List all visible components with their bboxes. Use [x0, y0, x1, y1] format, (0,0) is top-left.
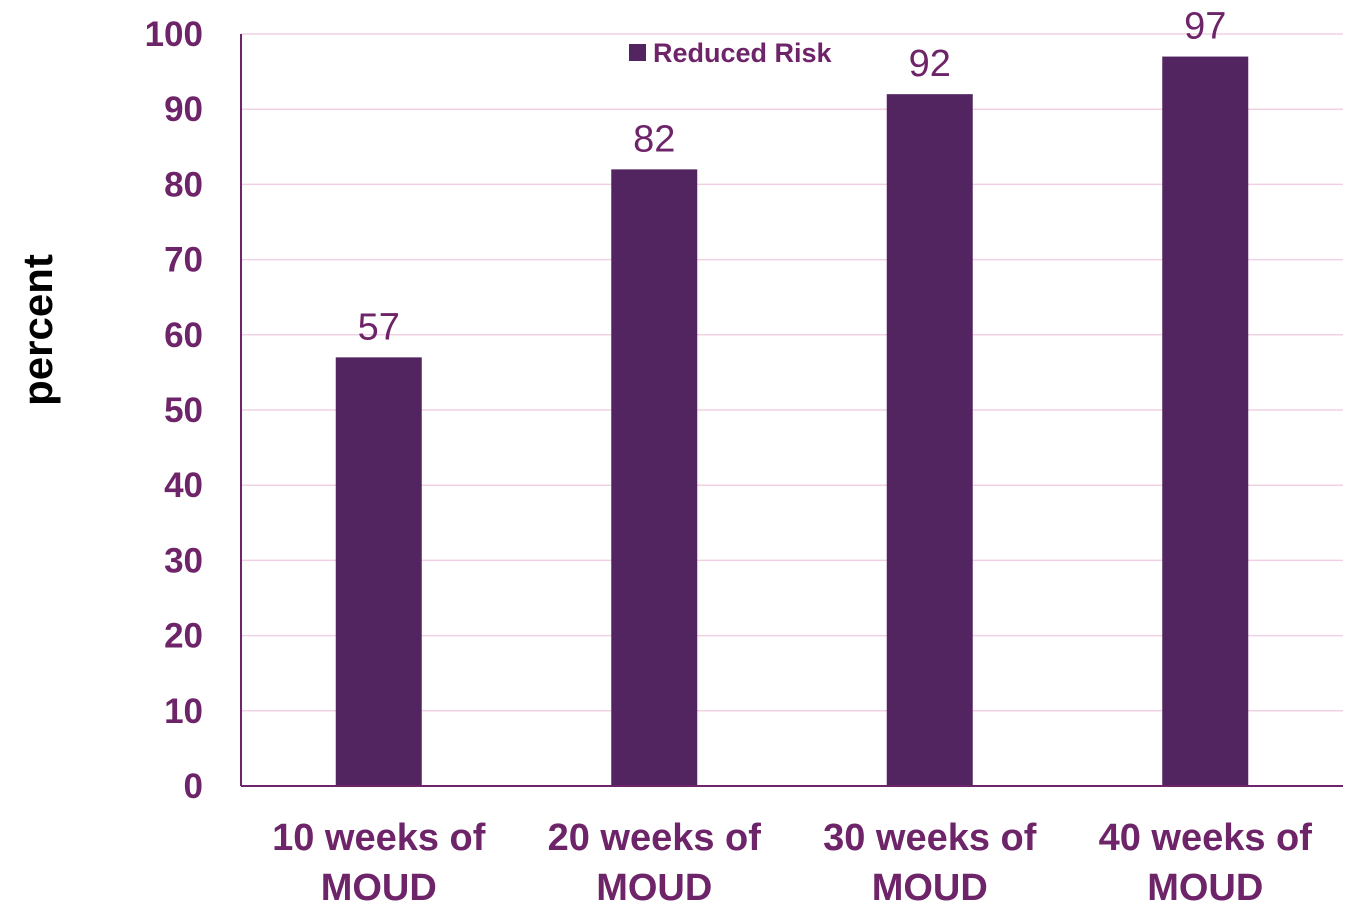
x-category-label: MOUD: [1147, 867, 1263, 908]
x-category-label: 30 weeks of: [823, 817, 1037, 859]
y-tick-label: 20: [164, 617, 203, 656]
legend-swatch: [629, 44, 646, 61]
y-axis-title: percent: [14, 254, 61, 406]
legend: Reduced Risk: [629, 38, 833, 68]
y-tick-label: 0: [184, 767, 203, 806]
y-tick-label: 10: [164, 692, 203, 731]
bar: [1162, 56, 1249, 787]
x-category-label: MOUD: [872, 867, 988, 908]
labels: 0 10 20 30 40 50 60 70 80 90 100 57 10 weeks of MOUD 8…: [145, 6, 1313, 908]
legend-label: Reduced Risk: [653, 38, 833, 68]
bars: [335, 56, 1249, 787]
data-label: 92: [909, 43, 951, 85]
data-label: 57: [358, 306, 400, 348]
y-tick-label: 50: [164, 391, 203, 430]
y-tick-label: 100: [145, 15, 203, 54]
y-tick-label: 90: [164, 90, 203, 129]
x-category-label: MOUD: [596, 867, 712, 908]
y-tick-label: 40: [164, 466, 203, 505]
x-category-label: MOUD: [321, 867, 437, 908]
x-category-label: 40 weeks of: [1099, 817, 1313, 859]
x-category-label: 20 weeks of: [548, 817, 762, 859]
x-category-label: 10 weeks of: [272, 817, 486, 859]
bar: [611, 169, 698, 787]
y-tick-label: 60: [164, 316, 203, 355]
bar: [886, 94, 973, 786]
y-tick-label: 30: [164, 541, 203, 580]
data-label: 97: [1184, 6, 1226, 48]
gridlines: [241, 33, 1343, 712]
bar: [335, 357, 422, 786]
axes: [240, 34, 1343, 787]
y-tick-label: 70: [164, 241, 203, 280]
y-tick-label: 80: [164, 165, 203, 204]
data-label: 82: [633, 118, 675, 160]
